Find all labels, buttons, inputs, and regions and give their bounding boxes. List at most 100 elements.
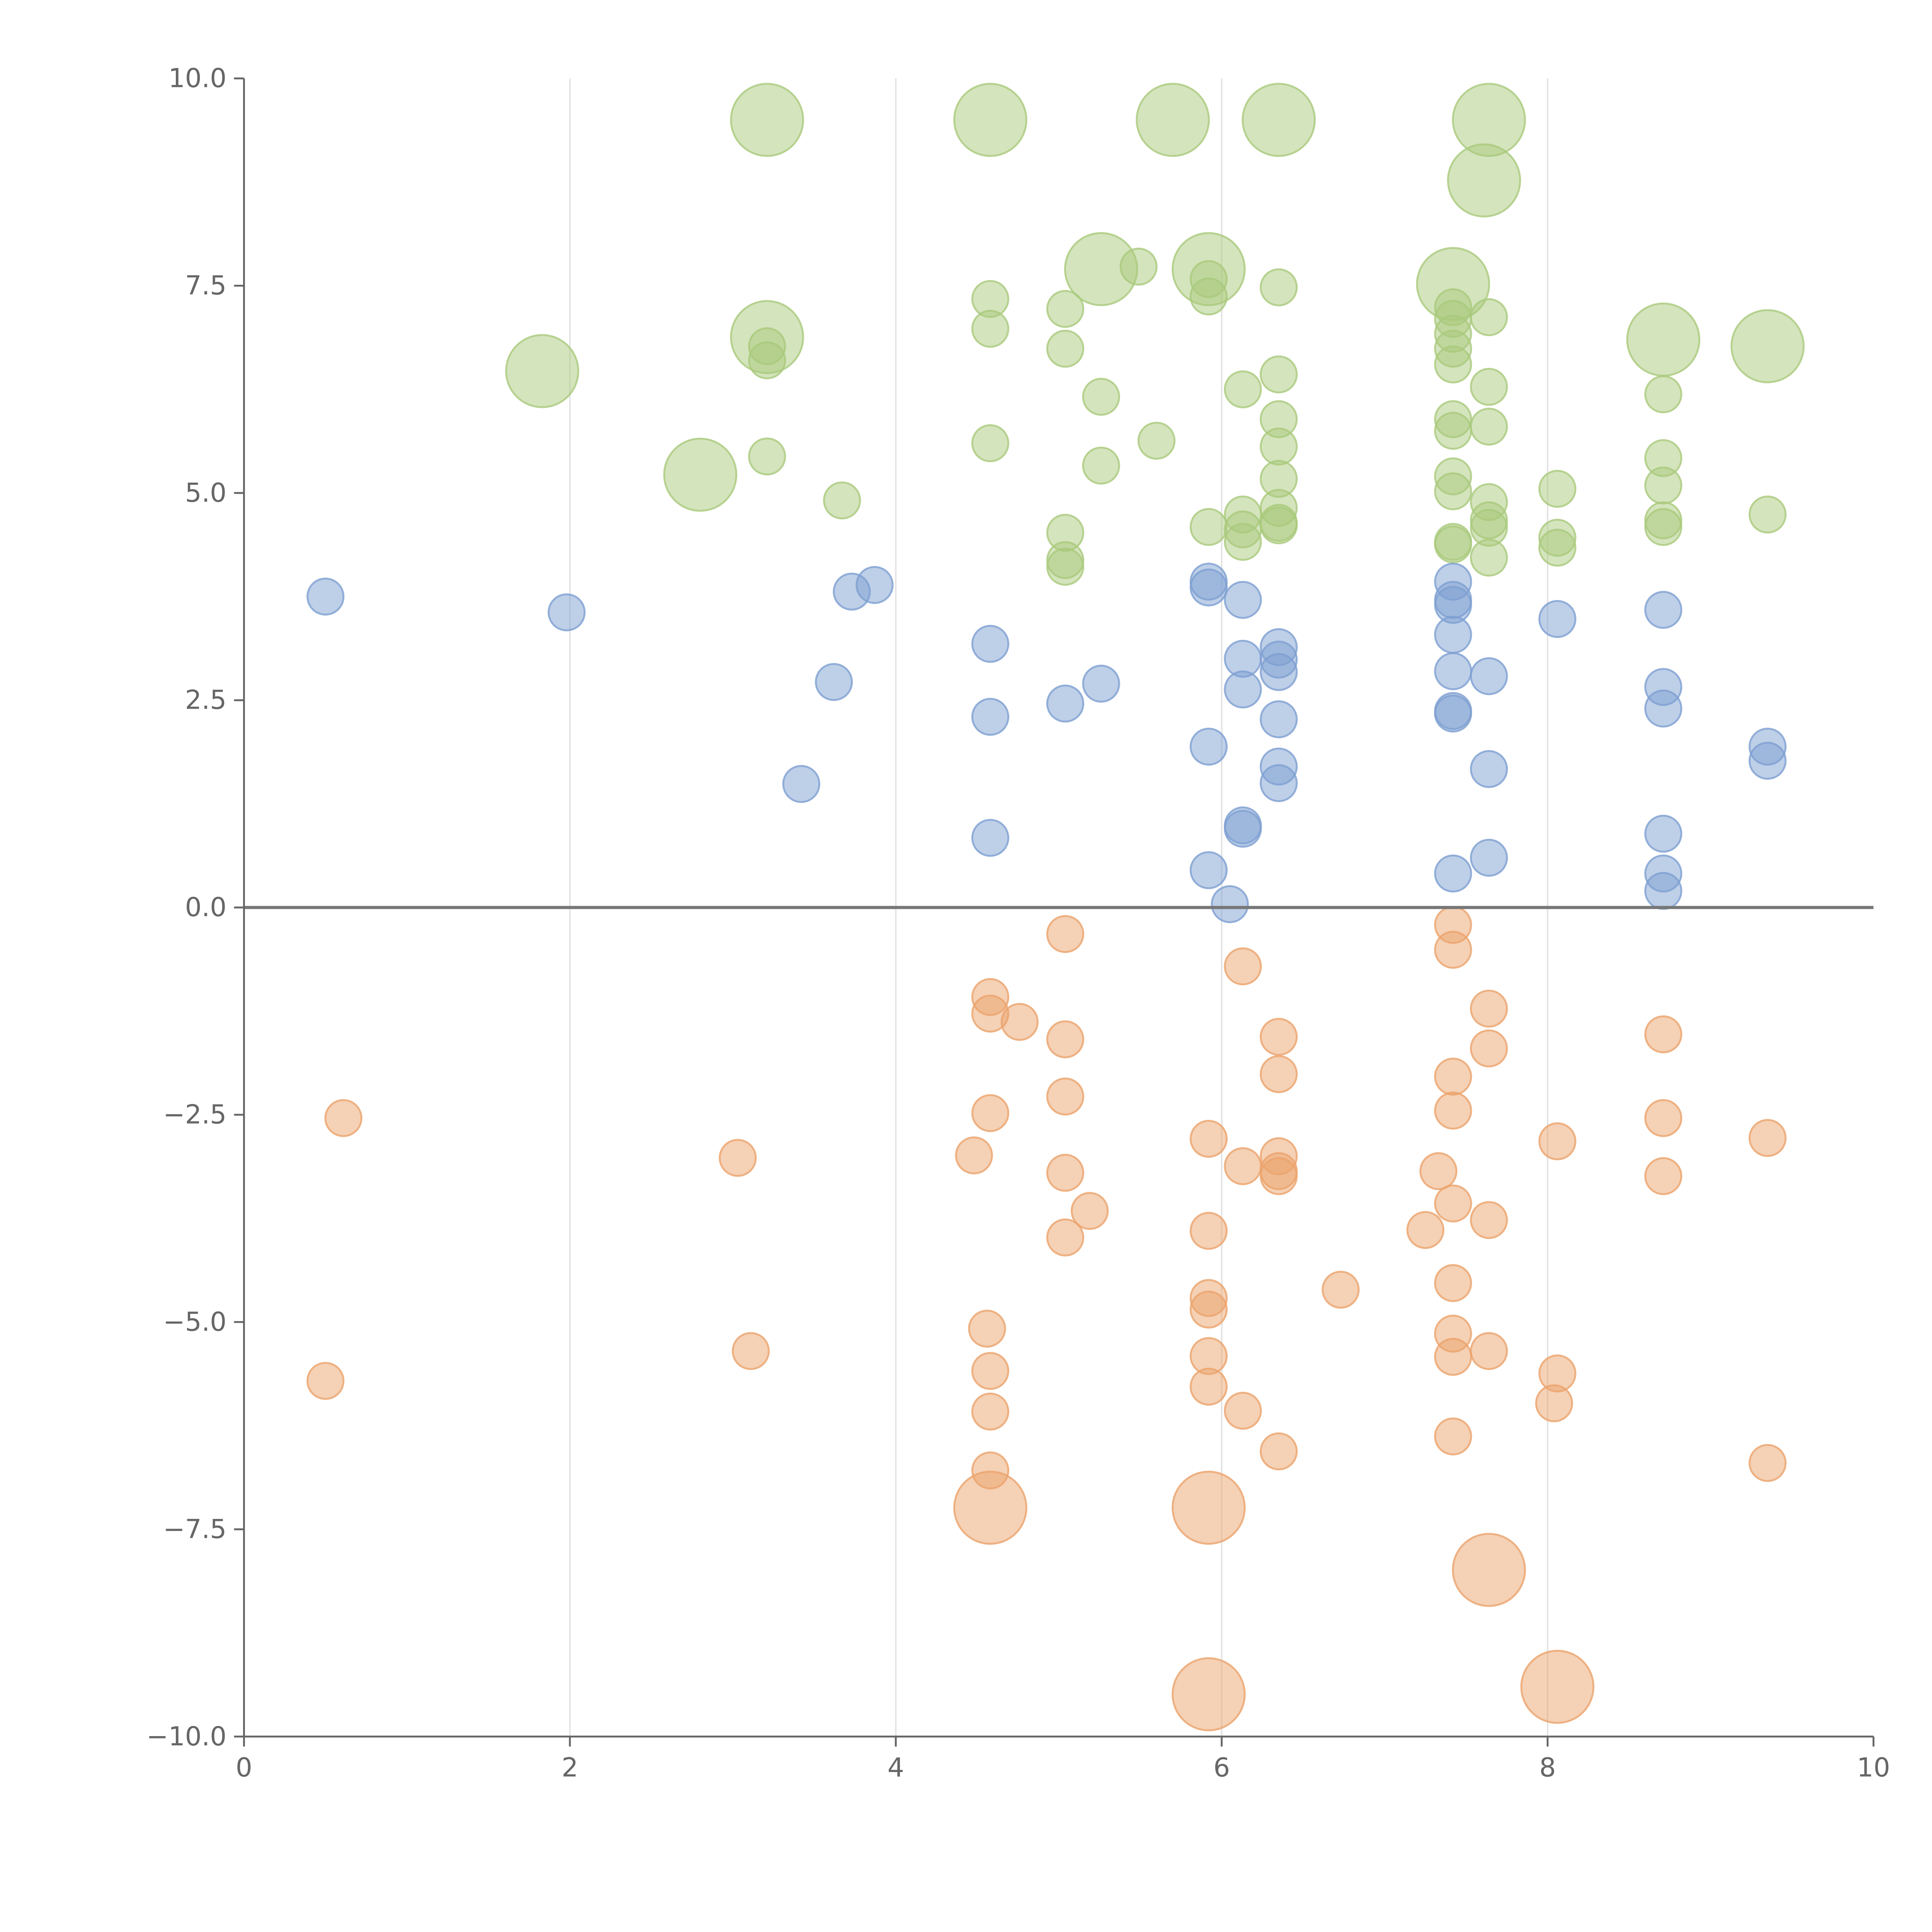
- data-point-orange: [1419, 1152, 1458, 1190]
- data-point-blue: [1046, 684, 1085, 723]
- x-tick-label: 2: [561, 1752, 578, 1782]
- data-point-orange: [1644, 1099, 1682, 1137]
- data-point-green: [1189, 508, 1228, 546]
- data-point-blue: [1644, 689, 1682, 728]
- data-point-orange: [1470, 1029, 1508, 1068]
- data-point-orange: [1538, 1122, 1577, 1160]
- data-point-orange: [971, 1392, 1010, 1431]
- data-point-orange: [1644, 1015, 1682, 1053]
- data-point-blue: [1470, 838, 1508, 877]
- data-point-green: [505, 334, 580, 408]
- data-point-orange: [1434, 1184, 1472, 1223]
- data-point-orange: [1470, 1332, 1508, 1370]
- data-point-orange: [1535, 1384, 1573, 1422]
- data-point-green: [1260, 355, 1298, 394]
- data-point-orange: [1321, 1270, 1360, 1309]
- data-point-blue: [855, 566, 894, 604]
- data-point-green: [1748, 495, 1787, 534]
- data-point-orange: [1748, 1119, 1787, 1157]
- data-point-orange: [1172, 1471, 1246, 1545]
- data-point-blue: [1211, 885, 1249, 923]
- data-point-orange: [1224, 1391, 1262, 1430]
- x-tick-label: 4: [888, 1752, 904, 1782]
- data-point-orange: [324, 1099, 362, 1137]
- data-point-orange: [971, 1094, 1010, 1132]
- data-point-blue: [971, 625, 1010, 663]
- data-point-blue: [1434, 652, 1472, 690]
- data-point-green: [1046, 290, 1085, 328]
- data-point-orange: [1452, 1533, 1526, 1607]
- data-point-green: [1119, 247, 1158, 286]
- data-point-blue: [1470, 750, 1508, 788]
- data-point-blue: [1538, 600, 1577, 638]
- data-point-green: [730, 83, 804, 157]
- data-point-orange: [971, 1352, 1010, 1390]
- data-point-orange: [955, 1136, 993, 1175]
- data-point-green: [1434, 525, 1472, 563]
- data-point-blue: [548, 593, 586, 631]
- data-point-green: [1242, 83, 1316, 157]
- data-point-orange: [1470, 990, 1508, 1028]
- data-point-green: [823, 481, 861, 520]
- data-point-blue: [1434, 616, 1472, 654]
- data-point-green: [1447, 143, 1521, 218]
- data-point-blue: [1082, 665, 1120, 703]
- data-point-green: [1046, 548, 1085, 586]
- data-point-orange: [1189, 1120, 1228, 1158]
- data-point-orange: [1434, 1264, 1472, 1302]
- data-point-blue: [1260, 700, 1298, 738]
- data-point-green: [1224, 523, 1262, 561]
- data-point-blue: [1748, 742, 1787, 780]
- data-point-green: [1730, 309, 1805, 383]
- data-point-blue: [1434, 694, 1472, 733]
- data-point-green: [1538, 529, 1577, 567]
- data-point-orange: [1189, 1291, 1228, 1329]
- data-point-blue: [1224, 670, 1262, 709]
- data-point-blue: [306, 577, 345, 616]
- data-point-orange: [1260, 1055, 1298, 1093]
- data-point-green: [1626, 302, 1701, 377]
- data-point-orange: [1172, 1657, 1246, 1731]
- data-point-orange: [1434, 1058, 1472, 1096]
- data-point-green: [1224, 370, 1262, 408]
- data-point-orange: [1260, 1432, 1298, 1471]
- y-tick-label: 7.5: [185, 270, 227, 301]
- data-point-orange: [1434, 1092, 1472, 1130]
- data-point-green: [1189, 277, 1228, 316]
- data-point-blue: [1470, 657, 1508, 696]
- data-point-green: [1644, 375, 1682, 413]
- data-point-orange: [1071, 1192, 1109, 1230]
- data-point-orange: [1189, 1367, 1228, 1406]
- data-point-blue: [1224, 810, 1262, 848]
- y-tick-label: −5.0: [163, 1306, 226, 1337]
- data-point-green: [971, 310, 1010, 348]
- x-tick-label: 0: [236, 1752, 252, 1782]
- data-point-orange: [1224, 947, 1262, 986]
- x-tick-label: 10: [1857, 1752, 1890, 1782]
- data-point-green: [1046, 330, 1085, 368]
- data-point-orange: [1434, 930, 1472, 969]
- data-point-orange: [1224, 1147, 1262, 1185]
- data-point-orange: [1748, 1444, 1787, 1482]
- data-points: [306, 83, 1805, 1731]
- data-point-orange: [1434, 1338, 1472, 1376]
- data-point-orange: [1046, 1077, 1085, 1116]
- data-point-green: [1082, 446, 1120, 485]
- data-point-green: [1470, 368, 1508, 406]
- x-tick-label: 8: [1539, 1752, 1556, 1782]
- data-point-green: [1260, 427, 1298, 466]
- y-tick-label: −2.5: [163, 1099, 226, 1130]
- data-point-green: [1434, 345, 1472, 384]
- data-point-blue: [1224, 581, 1262, 619]
- data-point-orange: [1434, 1417, 1472, 1456]
- data-point-blue: [782, 765, 820, 803]
- data-point-orange: [306, 1362, 345, 1400]
- data-point-blue: [1644, 872, 1682, 910]
- x-tick-label: 6: [1213, 1752, 1230, 1782]
- data-point-green: [1260, 268, 1298, 306]
- data-point-green: [971, 424, 1010, 463]
- y-tick-label: 10.0: [168, 63, 227, 94]
- data-point-green: [1260, 506, 1298, 544]
- data-point-orange: [1406, 1211, 1444, 1249]
